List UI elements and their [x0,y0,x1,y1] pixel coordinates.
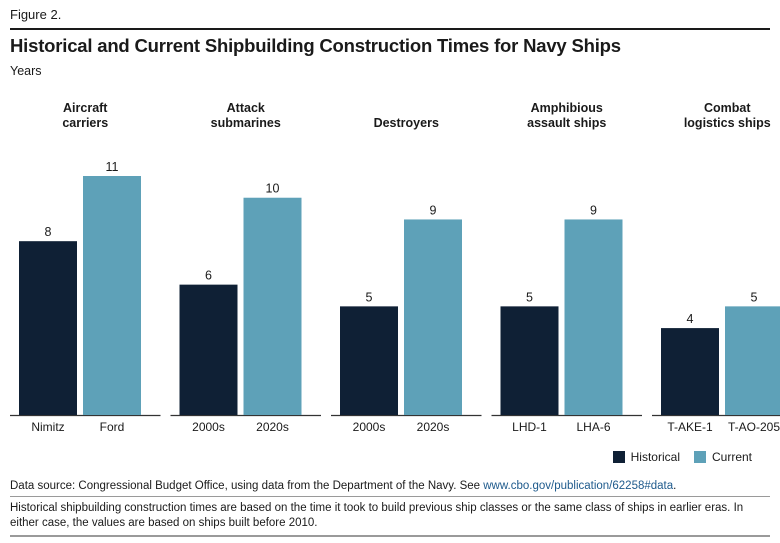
figure-label: Figure 2. [10,7,62,22]
group-label: assault ships [527,116,606,130]
note-text: Historical shipbuilding construction tim… [10,502,744,529]
category-label: T-AO-205 [728,420,780,434]
value-label: 8 [45,225,52,239]
bar-current [83,176,141,415]
legend: Historical Current [599,450,752,464]
unit-label: Years [10,64,42,78]
group-label: logistics ships [684,116,771,130]
group-label: carriers [62,116,108,130]
group-label: Attack [227,101,265,115]
group-label: Combat [704,101,751,115]
bar-historical [179,284,238,415]
value-label: 11 [106,160,119,174]
bar-current [243,197,302,415]
bar-historical [661,328,719,415]
category-label: T-AKE-1 [667,420,713,434]
group-label: Aircraft [63,101,108,115]
bottom-rule [10,535,770,537]
bar-historical [19,241,77,415]
category-label: 2000s [192,420,225,434]
legend-label-historical: Historical [630,450,680,464]
source-text: Data source: Congressional Budget Office… [10,480,484,492]
group-label: Amphibious [531,101,603,115]
legend-item-current: Current [693,450,752,464]
legend-item-historical: Historical [612,450,680,464]
category-label: Nimitz [31,420,64,434]
bar-current [725,306,780,415]
notes-divider [10,496,770,497]
value-label: 5 [526,290,533,304]
source-suffix: . [673,480,677,492]
value-label: 5 [366,290,373,304]
category-label: 2020s [256,420,289,434]
source-link[interactable]: www.cbo.gov/publication/62258#data [483,480,674,492]
value-label: 10 [266,182,280,196]
bar-current [564,219,623,415]
category-label: 2000s [353,420,386,434]
bar-historical [500,306,559,415]
value-label: 5 [751,290,758,304]
category-label: Ford [100,420,125,434]
group-label: Destroyers [374,116,439,130]
bar-historical [340,306,398,415]
value-label: 6 [205,269,212,283]
value-label: 9 [430,203,437,217]
legend-swatch-historical [612,451,625,463]
top-rule [10,28,770,30]
category-label: LHD-1 [512,420,547,434]
bar-current [404,219,462,415]
legend-label-current: Current [711,450,752,464]
value-label: 4 [687,312,694,326]
data-source: Data source: Congressional Budget Office… [10,480,676,492]
value-label: 9 [590,203,597,217]
legend-swatch-current [693,451,706,463]
category-label: LHA-6 [576,420,610,434]
group-label: submarines [211,116,281,130]
category-label: 2020s [417,420,450,434]
chart-title: Historical and Current Shipbuilding Cons… [10,35,621,56]
